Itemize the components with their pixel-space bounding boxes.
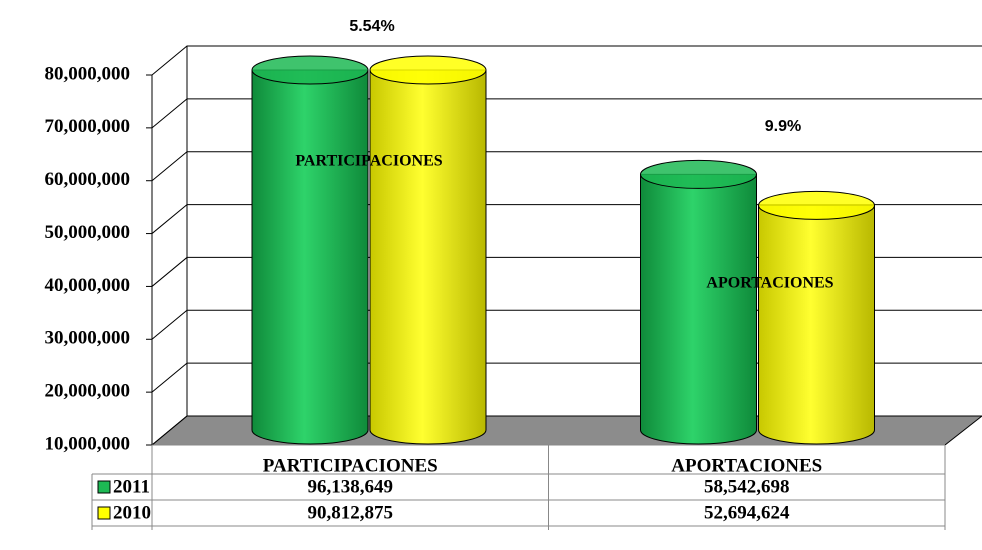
y-tick-label: 50,000,000	[45, 222, 131, 243]
cylinder-body	[640, 173, 757, 445]
table-value: 90,812,875	[308, 502, 394, 523]
y-tick-label: 20,000,000	[45, 381, 131, 402]
y-tick-label: 40,000,000	[45, 275, 131, 296]
grid-line	[151, 45, 982, 76]
cylinder-body	[251, 69, 369, 445]
table-value: 58,542,698	[704, 476, 790, 497]
cylinder	[369, 55, 487, 445]
annotation: 5.54%	[349, 18, 394, 35]
table-value: 96,138,649	[308, 476, 394, 497]
legend-swatch	[97, 480, 111, 494]
cylinder-top	[251, 55, 369, 85]
legend-swatch	[97, 506, 111, 520]
y-tick-label: 30,000,000	[45, 328, 131, 349]
legend-label: 2011	[113, 476, 150, 497]
y-tick-label: 10,000,000	[45, 433, 131, 454]
table-header: PARTICIPACIONES	[263, 455, 438, 476]
y-tick-label: 70,000,000	[45, 116, 131, 137]
legend-label: 2010	[113, 502, 151, 523]
cylinder-body	[369, 69, 487, 445]
cylinder	[251, 55, 369, 445]
cylinder-top	[369, 55, 487, 85]
y-tick-label: 80,000,000	[45, 63, 131, 84]
cylinder-body	[758, 204, 875, 445]
grid-line	[151, 151, 982, 182]
cylinder	[640, 159, 757, 445]
grid-line	[151, 98, 982, 129]
bar-label: PARTICIPACIONES	[295, 153, 442, 170]
table-header: APORTACIONES	[671, 455, 822, 476]
cylinder-top	[640, 159, 757, 189]
cylinder	[758, 190, 875, 445]
y-tick-label: 60,000,000	[45, 169, 131, 190]
bar-label: APORTACIONES	[706, 275, 833, 292]
table-value: 52,694,624	[704, 502, 790, 523]
cylinder-top	[758, 190, 875, 220]
annotation: 9.9%	[765, 118, 801, 135]
